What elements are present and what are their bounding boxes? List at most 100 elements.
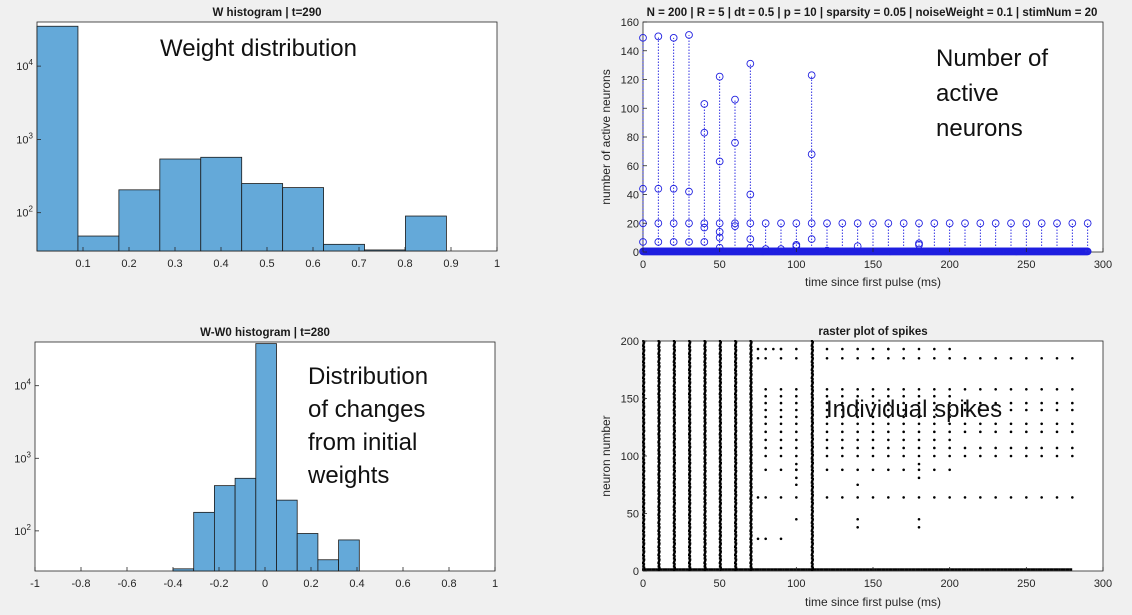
- spike: [734, 548, 737, 551]
- spike: [830, 568, 833, 571]
- spike: [703, 419, 707, 422]
- spike: [750, 511, 753, 514]
- spike: [688, 506, 692, 509]
- spike: [718, 521, 721, 524]
- spike: [642, 525, 645, 528]
- spike: [673, 499, 676, 503]
- spike: [795, 454, 798, 458]
- spike: [657, 509, 660, 512]
- spike: [719, 389, 722, 392]
- spike: [642, 488, 645, 491]
- spike: [704, 490, 707, 493]
- spike: [734, 515, 737, 519]
- w-histogram-annotation: Weight distribution: [160, 35, 357, 62]
- spike: [871, 430, 875, 434]
- spike: [811, 414, 814, 417]
- spike: [798, 568, 801, 571]
- spike: [917, 526, 921, 529]
- spike: [902, 356, 905, 360]
- spike: [719, 458, 722, 461]
- spike: [673, 411, 676, 414]
- spike: [642, 489, 645, 492]
- active-neurons-xlabel: time since first pulse (ms): [805, 275, 941, 289]
- spike: [734, 395, 737, 398]
- spike: [908, 568, 912, 571]
- spike: [975, 568, 978, 571]
- spike: [643, 405, 646, 408]
- spike: [704, 358, 707, 361]
- spike: [672, 557, 676, 560]
- spike: [688, 551, 691, 554]
- spike: [688, 564, 691, 567]
- spike: [718, 457, 721, 460]
- spike: [672, 497, 675, 500]
- spike: [743, 568, 746, 571]
- spike: [1025, 388, 1028, 391]
- w-histogram-title: W histogram | t=290: [213, 7, 322, 19]
- spike: [718, 533, 722, 536]
- spike: [795, 422, 798, 426]
- spike: [811, 397, 814, 400]
- spike: [642, 490, 646, 493]
- spike: [734, 450, 738, 453]
- spike: [844, 568, 847, 571]
- spike: [673, 456, 676, 459]
- spike: [657, 544, 660, 547]
- spike: [761, 568, 764, 571]
- spike: [793, 568, 797, 571]
- spike: [749, 395, 753, 398]
- spike: [643, 445, 646, 448]
- spike: [657, 449, 660, 452]
- spike: [856, 347, 859, 351]
- x-tick-label: 0.2: [121, 258, 136, 270]
- spike: [658, 386, 661, 389]
- spike: [658, 369, 661, 373]
- spike: [1071, 422, 1074, 426]
- spike: [719, 506, 722, 509]
- spike: [673, 379, 676, 382]
- spike: [704, 394, 707, 397]
- spike: [750, 498, 753, 501]
- spike: [673, 488, 676, 491]
- spike: [673, 421, 676, 424]
- data-point: [915, 240, 923, 249]
- spike: [735, 357, 738, 360]
- x-tick-label: 0.9: [443, 258, 458, 270]
- spike: [749, 423, 752, 427]
- spike: [688, 524, 691, 527]
- spike: [657, 417, 660, 420]
- spike: [750, 366, 753, 369]
- spike: [673, 399, 676, 402]
- spike: [642, 410, 646, 413]
- spike: [642, 435, 645, 438]
- data-point: [915, 219, 923, 228]
- spike: [750, 406, 753, 409]
- spike: [750, 479, 753, 482]
- spike: [688, 504, 691, 507]
- spike: [688, 541, 691, 544]
- spike: [673, 391, 676, 394]
- spike: [658, 530, 661, 534]
- spike: [704, 366, 707, 369]
- spike: [750, 434, 753, 437]
- spike: [673, 446, 676, 450]
- spike: [642, 382, 645, 385]
- spike: [734, 498, 738, 501]
- spike: [704, 558, 707, 561]
- spike: [703, 512, 706, 515]
- spike: [688, 511, 691, 514]
- spike: [718, 497, 721, 500]
- spike: [807, 568, 810, 571]
- spike: [881, 568, 884, 571]
- spike: [749, 467, 753, 470]
- spike: [642, 513, 645, 516]
- spike: [642, 363, 645, 366]
- spike: [657, 560, 660, 563]
- spike: [642, 376, 645, 379]
- spike: [642, 528, 645, 531]
- spike: [869, 568, 873, 571]
- spike: [673, 469, 676, 473]
- spike: [750, 522, 753, 526]
- spike: [688, 565, 691, 568]
- spike: [795, 388, 798, 391]
